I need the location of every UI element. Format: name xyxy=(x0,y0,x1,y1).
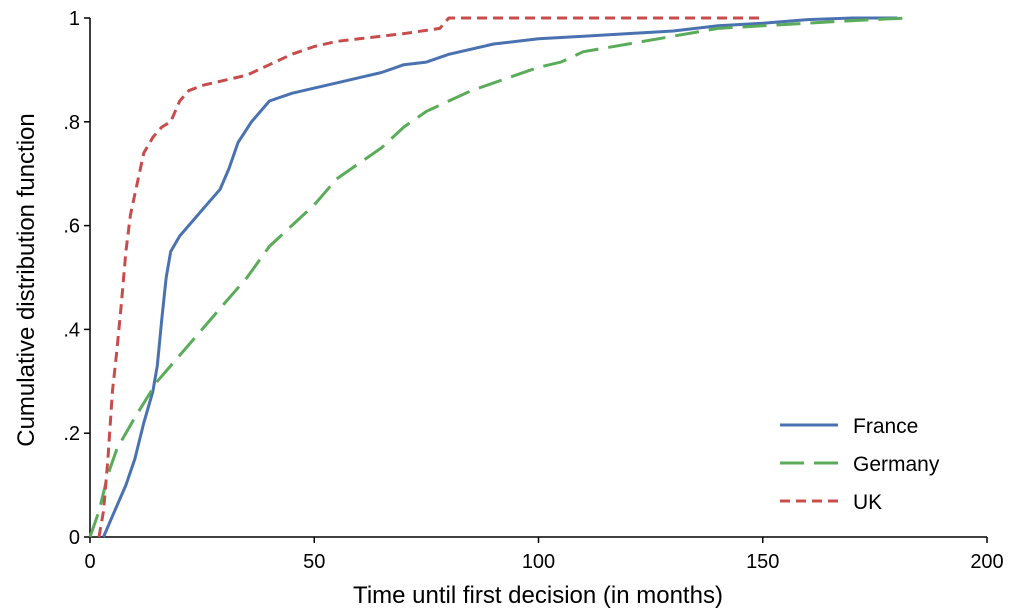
axes: 0 50 100 150 200 0 .2 .4 .6 .8 1 xyxy=(63,8,1003,573)
x-tick-label: 200 xyxy=(970,551,1003,573)
legend-label-uk: UK xyxy=(853,491,882,514)
series-line-germany xyxy=(88,16,907,538)
y-tick-label: 0 xyxy=(69,527,80,549)
x-tick-label: 100 xyxy=(522,551,555,573)
series-line-uk xyxy=(97,16,763,538)
x-axis-title: Time until first decision (in months) xyxy=(353,582,723,609)
y-tick-label: .6 xyxy=(63,216,80,238)
y-tick-label: .2 xyxy=(63,423,80,445)
x-tick-label: 0 xyxy=(84,551,95,573)
legend: France Germany UK xyxy=(780,415,940,514)
series-line-france xyxy=(102,16,898,538)
y-tick-label: .4 xyxy=(63,319,80,341)
y-tick-label: 1 xyxy=(69,8,80,30)
series-lines xyxy=(88,16,907,538)
y-tick-label: .8 xyxy=(63,112,80,134)
x-tick-label: 50 xyxy=(303,551,325,573)
x-tick-label: 150 xyxy=(746,551,779,573)
y-axis-title: Cumulative distribution function xyxy=(13,113,40,447)
legend-label-germany: Germany xyxy=(853,453,940,476)
legend-label-france: France xyxy=(853,415,918,438)
